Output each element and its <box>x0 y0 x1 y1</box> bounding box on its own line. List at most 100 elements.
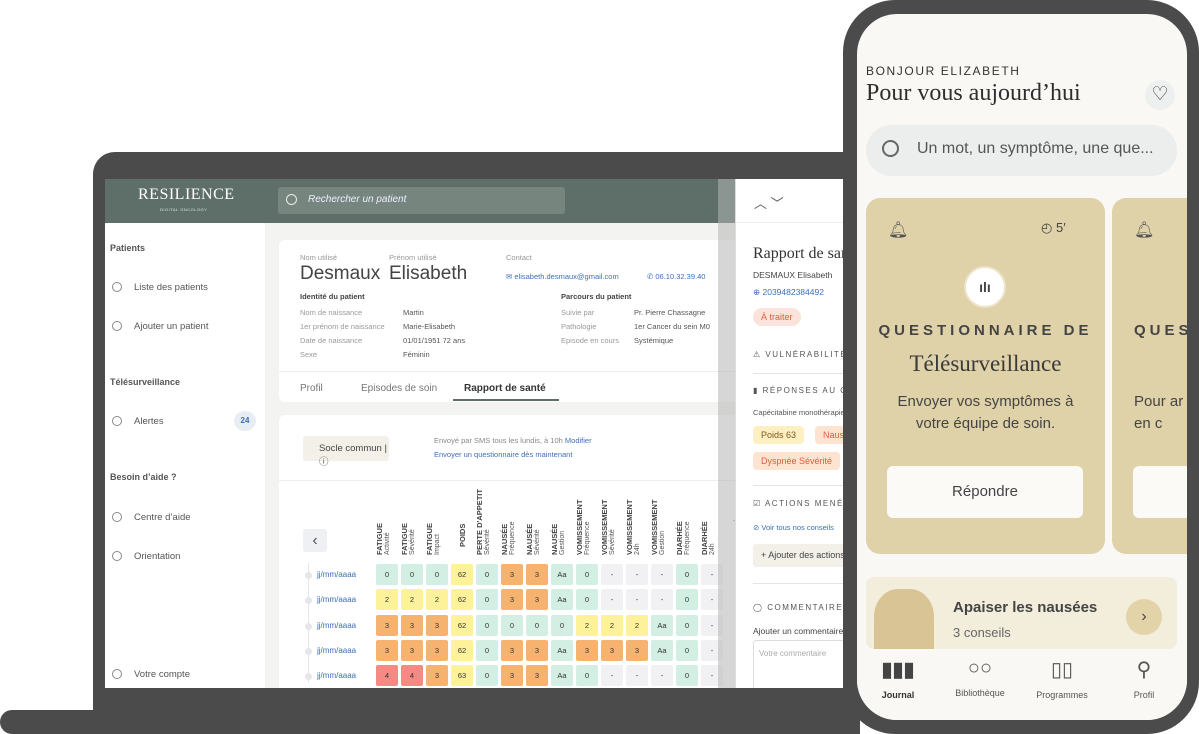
vulnerabilities-heading[interactable]: ⚠ VULNÉRABILITÉS <box>753 350 843 359</box>
table-cell[interactable]: Aa <box>551 665 573 687</box>
table-cell[interactable]: - <box>601 665 623 687</box>
table-cell[interactable]: Aa <box>551 564 573 585</box>
table-cell[interactable]: - <box>701 639 723 661</box>
table-cell[interactable]: - <box>701 589 723 611</box>
app-search-input[interactable]: Un mot, un symptôme, une que... <box>866 125 1177 176</box>
table-cell[interactable]: 0 <box>476 665 498 687</box>
table-cell[interactable]: 0 <box>476 614 498 636</box>
table-cell[interactable]: 3 <box>501 639 523 661</box>
table-cell[interactable]: 2 <box>426 589 448 611</box>
row-date[interactable]: jj/mm/aaaa <box>317 620 357 630</box>
table-cell[interactable]: 3 <box>601 639 623 661</box>
table-cell[interactable]: 0 <box>401 564 423 585</box>
table-cell[interactable]: Aa <box>551 639 573 661</box>
table-cell[interactable]: 0 <box>551 614 573 636</box>
table-cell[interactable]: 0 <box>676 665 698 687</box>
table-cell[interactable]: 0 <box>576 665 598 687</box>
advice-card[interactable]: Apaiser les nausées 3 conseils › <box>866 577 1177 649</box>
row-date[interactable]: jj/mm/aaaa <box>317 595 357 605</box>
patient-search-input[interactable]: Rechercher un patient <box>278 187 565 214</box>
table-cell[interactable]: 0 <box>476 639 498 661</box>
table-cell[interactable]: 3 <box>501 665 523 687</box>
table-cell[interactable]: 3 <box>501 589 523 611</box>
table-cell[interactable]: - <box>626 589 648 611</box>
nav-journal[interactable]: ▮▮▮ Journal <box>858 657 938 700</box>
nav-programmes[interactable]: ▯▯ Programmes <box>1022 657 1102 700</box>
table-cell[interactable]: - <box>701 665 723 687</box>
table-cell[interactable]: 4 <box>376 665 398 687</box>
table-cell[interactable]: Aa <box>651 639 673 661</box>
table-cell[interactable]: 3 <box>376 614 398 636</box>
nav-profil[interactable]: ⚲ Profil <box>1104 657 1184 700</box>
scroll-overlay[interactable] <box>718 179 735 688</box>
table-cell[interactable]: 0 <box>476 589 498 611</box>
table-cell[interactable]: 63 <box>451 665 473 687</box>
report-patient-id[interactable]: ⊕ 2039482384492 <box>753 287 824 298</box>
table-cell[interactable]: 2 <box>626 614 648 636</box>
tab-rapport-sante[interactable]: Rapport de santé <box>464 383 546 394</box>
table-cell[interactable]: 2 <box>601 614 623 636</box>
nav-bibliotheque[interactable]: ○○ Bibliothèque <box>940 657 1020 698</box>
table-cell[interactable]: - <box>651 564 673 585</box>
sidebar-item-help-center[interactable]: Centre d’aide <box>134 512 191 523</box>
table-cell[interactable]: - <box>601 589 623 611</box>
sidebar-item-orientation[interactable]: Orientation <box>134 551 181 562</box>
table-cell[interactable]: 3 <box>426 639 448 661</box>
comment-textarea[interactable]: Votre commentaire <box>753 640 843 688</box>
table-cell[interactable]: 3 <box>426 665 448 687</box>
table-cell[interactable]: 0 <box>426 564 448 585</box>
table-cell[interactable]: 62 <box>451 639 473 661</box>
table-cell[interactable]: 0 <box>676 614 698 636</box>
reply-button[interactable]: Répondre <box>887 466 1083 518</box>
table-cell[interactable]: 3 <box>501 564 523 585</box>
table-cell[interactable]: 62 <box>451 564 473 585</box>
table-cell[interactable]: 2 <box>576 614 598 636</box>
table-cell[interactable]: 2 <box>401 589 423 611</box>
table-cell[interactable]: 3 <box>401 639 423 661</box>
table-cell[interactable]: - <box>651 665 673 687</box>
table-cell[interactable]: 3 <box>526 589 548 611</box>
table-cell[interactable]: 3 <box>526 564 548 585</box>
questionnaire-card-2[interactable]: 🔔︎ QUES Pour ar en c <box>1112 198 1187 554</box>
row-date[interactable]: jj/mm/aaaa <box>317 570 357 579</box>
table-cell[interactable]: 3 <box>376 639 398 661</box>
row-date[interactable]: jj/mm/aaaa <box>317 645 357 655</box>
table-cell[interactable]: 0 <box>676 639 698 661</box>
sidebar-item-account[interactable]: Votre compte <box>134 669 190 680</box>
table-cell[interactable]: 3 <box>576 639 598 661</box>
table-cell[interactable]: 3 <box>626 639 648 661</box>
table-cell[interactable]: Aa <box>551 589 573 611</box>
table-cell[interactable]: 3 <box>426 614 448 636</box>
table-cell[interactable]: - <box>701 564 723 585</box>
table-cell[interactable]: 2 <box>376 589 398 611</box>
favorites-button[interactable]: ♡ <box>1145 80 1175 110</box>
advice-open-button[interactable]: › <box>1126 599 1162 635</box>
table-cell[interactable]: 0 <box>526 614 548 636</box>
table-cell[interactable]: 3 <box>526 639 548 661</box>
chevron-up-icon[interactable]: ︿ <box>754 196 768 211</box>
send-now-link[interactable]: Envoyer un questionnaire dès maintenant <box>434 450 573 459</box>
card2-button[interactable] <box>1133 466 1187 518</box>
table-cell[interactable]: 0 <box>576 564 598 585</box>
actions-heading[interactable]: ☑ ACTIONS MENÉES <box>753 499 843 508</box>
table-cell[interactable]: 0 <box>676 564 698 585</box>
table-cell[interactable]: 4 <box>401 665 423 687</box>
table-cell[interactable]: 62 <box>451 589 473 611</box>
patient-email[interactable]: ✉ elisabeth.desmaux@gmail.com <box>506 272 619 281</box>
tab-episodes[interactable]: Episodes de soin <box>361 383 438 394</box>
see-advice-link[interactable]: ⊘ Voir tous nos conseils <box>753 523 834 532</box>
table-cell[interactable]: 3 <box>401 614 423 636</box>
table-cell[interactable]: 0 <box>576 589 598 611</box>
table-cell[interactable]: - <box>626 564 648 585</box>
table-cell[interactable]: 62 <box>451 614 473 636</box>
patient-phone[interactable]: ✆ 06.10.32.39.40 <box>647 272 705 281</box>
sidebar-item-add-patient[interactable]: Ajouter un patient <box>134 321 209 332</box>
table-cell[interactable]: 0 <box>476 564 498 585</box>
table-cell[interactable]: 3 <box>526 665 548 687</box>
table-cell[interactable]: - <box>651 589 673 611</box>
socle-commun-button[interactable]: Socle commun |ⓘ <box>303 436 389 468</box>
table-cell[interactable]: - <box>701 614 723 636</box>
sidebar-item-alerts[interactable]: Alertes <box>134 416 164 427</box>
add-actions-button[interactable]: + Ajouter des actions <box>753 544 843 567</box>
sidebar-item-patient-list[interactable]: Liste des patients <box>134 282 208 293</box>
